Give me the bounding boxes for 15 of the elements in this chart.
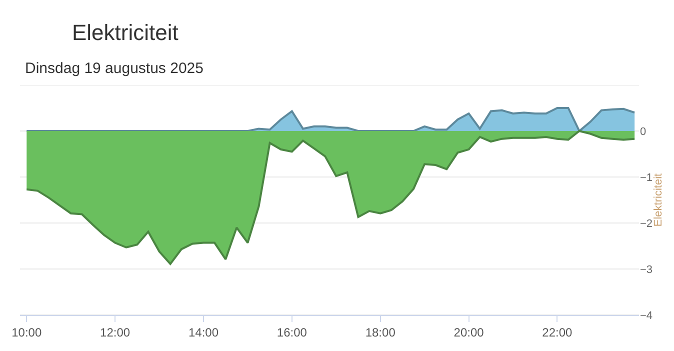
y-axis-title: Elektriciteit	[652, 173, 665, 227]
x-tick-label: 20:00	[454, 325, 484, 340]
y-tick-label: −4	[640, 310, 653, 322]
x-tick-label: 10:00	[12, 325, 42, 340]
y-tick-label: 0	[640, 126, 646, 138]
y-tick-label: −2	[640, 218, 653, 230]
y-tick-label: −1	[640, 172, 653, 184]
x-tick-label: 22:00	[542, 325, 573, 340]
y-tick-label: −3	[640, 264, 653, 276]
x-tick-label: 16:00	[276, 325, 308, 340]
x-tick-label: 12:00	[100, 325, 130, 340]
x-tick-label: 18:00	[365, 325, 396, 340]
chart-title: Elektriciteit	[72, 20, 178, 45]
x-tick-label: 14:00	[188, 325, 219, 340]
chart-subtitle: Dinsdag 19 augustus 2025	[25, 60, 204, 77]
